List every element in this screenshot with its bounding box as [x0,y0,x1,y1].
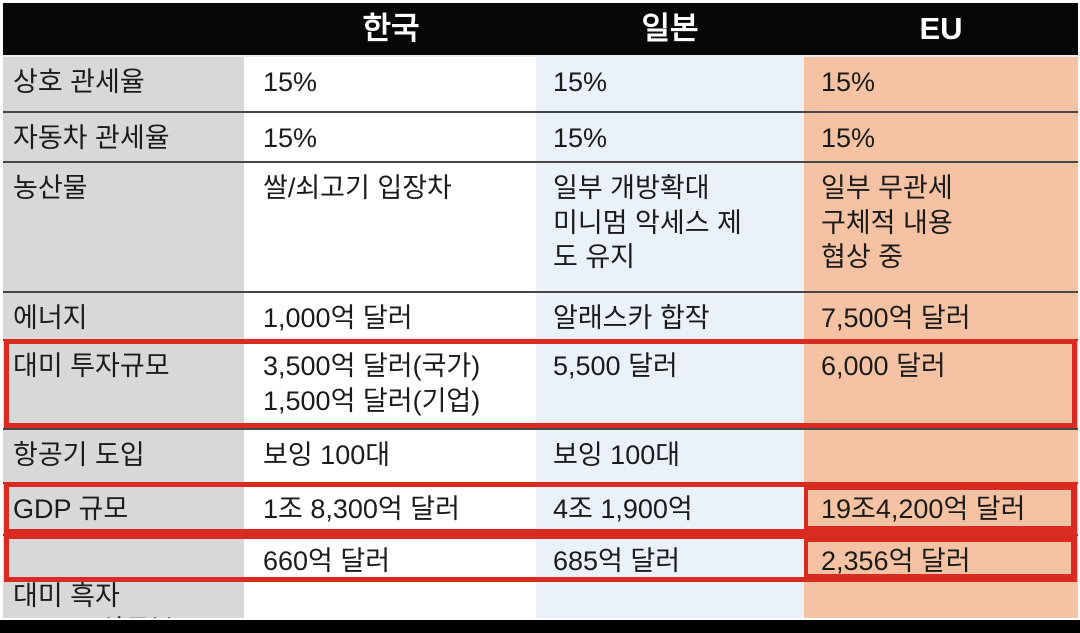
cell-japan: 15% [536,113,804,161]
table-row-reciprocal-tariff: 상호 관세율 15% 15% 15% [3,55,1078,111]
table-row-gdp: GDP 규모 1조 8,300억 달러 4조 1,900억 19조4,200억 … [3,482,1078,534]
cell-japan: 보잉 100대 [536,430,804,482]
row-label: 항공기 도입 [3,430,246,482]
cell-korea: 660억 달러 [246,536,536,618]
cell-korea: 쌀/쇠고기 입장차 [246,163,536,291]
table-row-aircraft: 항공기 도입 보잉 100대 보잉 100대 [3,428,1078,482]
cell-korea: 보잉 100대 [246,430,536,482]
cell-japan: 685억 달러 [536,536,804,618]
table-row-us-surplus: 대미 흑자 (2024)(상무부) 660억 달러 685억 달러 2,356억… [3,534,1078,618]
cell-korea: 1조 8,300억 달러 [246,484,536,534]
row-label: 농산물 [3,163,246,291]
cell-korea: 15% [246,57,536,111]
cell-eu: 15% [804,57,1078,111]
cell-eu: 2,356억 달러 [804,536,1078,618]
cell-eu: 19조4,200억 달러 [804,484,1078,534]
row-label: 에너지 [3,293,246,339]
row-label-main: 대미 흑자 [13,580,120,611]
cell-eu: 7,500억 달러 [804,293,1078,339]
row-label: 대미 투자규모 [3,341,246,428]
cell-japan: 일부 개방확대 미니멈 악세스 제 도 유지 [536,163,804,291]
cell-eu: 6,000 달러 [804,341,1078,428]
column-header-japan: 일본 [641,11,699,46]
cell-japan: 알래스카 합작 [536,293,804,339]
column-header-eu: EU [919,11,963,46]
row-label-sub: (2024)(상무부) [13,613,238,618]
cell-japan: 5,500 달러 [536,341,804,428]
bottom-black-band [0,620,1080,633]
cell-eu: 일부 무관세 구체적 내용 협상 중 [804,163,1078,291]
row-label: 자동차 관세율 [3,113,246,161]
cell-korea: 1,000억 달러 [246,293,536,339]
cell-korea: 3,500억 달러(국가) 1,500억 달러(기업) [246,341,536,428]
table-row-energy: 에너지 1,000억 달러 알래스카 합작 7,500억 달러 [3,291,1078,339]
cell-japan: 15% [536,57,804,111]
row-label: 상호 관세율 [3,57,246,111]
header-cell-empty [3,3,246,55]
table-row-us-investment: 대미 투자규모 3,500억 달러(국가) 1,500억 달러(기업) 5,50… [3,339,1078,428]
table-header-row: 한국 일본 EU [3,3,1078,55]
cell-korea: 15% [246,113,536,161]
row-label: GDP 규모 [3,484,246,534]
column-header-korea: 한국 [362,11,420,46]
table-row-auto-tariff: 자동차 관세율 15% 15% 15% [3,111,1078,161]
cell-eu [804,430,1078,482]
table-row-agriculture: 농산물 쌀/쇠고기 입장차 일부 개방확대 미니멈 악세스 제 도 유지 일부 … [3,161,1078,291]
cell-eu: 15% [804,113,1078,161]
cell-japan: 4조 1,900억 [536,484,804,534]
row-label: 대미 흑자 (2024)(상무부) [3,536,246,618]
